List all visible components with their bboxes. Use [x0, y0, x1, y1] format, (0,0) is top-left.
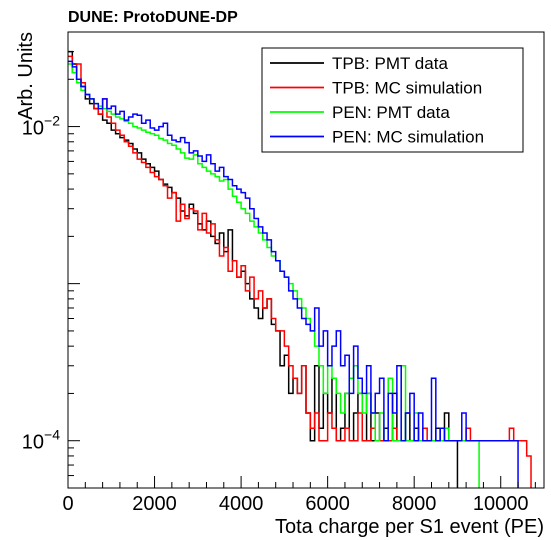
y-tick-label: 10−4 — [22, 427, 60, 454]
legend: TPB: PMT data TPB: MC simulation PEN: PMT … — [261, 47, 524, 153]
x-tick-label: 6000 — [305, 493, 350, 515]
legend-label: TPB: PMT data — [332, 54, 448, 73]
plot-area — [68, 50, 532, 488]
axes: 0 2000 4000 6000 8000 10000 10−4 10−2 — [22, 31, 545, 515]
plot-frame — [67, 31, 545, 489]
legend-label: PEN: MC simulation — [332, 128, 484, 147]
legend-label: TPB: MC simulation — [332, 79, 482, 98]
y-axis-label: Arb. Units — [15, 32, 37, 120]
y-tick-label: 10−2 — [22, 113, 60, 140]
x-tick-label: 0 — [62, 493, 73, 515]
legend-box — [261, 47, 524, 153]
x-tick-label: 8000 — [392, 493, 437, 515]
series-line-4 — [68, 60, 519, 488]
x-tick-label: 2000 — [132, 493, 177, 515]
x-axis-label: Tota charge per S1 event (PE) — [275, 516, 544, 538]
x-tick-label: 10000 — [473, 493, 529, 515]
chart-title: DUNE: ProtoDUNE-DP — [68, 9, 238, 26]
x-tick-label: 4000 — [219, 493, 264, 515]
legend-label: PEN: PMT data — [332, 103, 450, 122]
series-line-2 — [68, 55, 532, 488]
